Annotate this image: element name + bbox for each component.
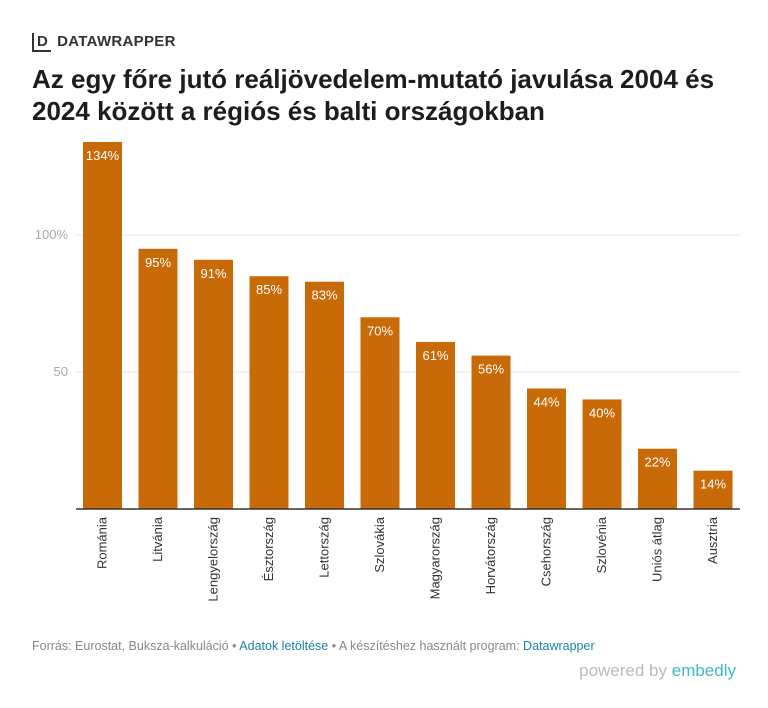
bar (416, 341, 455, 509)
powered-text: powered by (579, 661, 667, 680)
tool-link[interactable]: Datawrapper (523, 639, 595, 653)
bar (83, 142, 122, 509)
bar (527, 388, 566, 509)
separator: • (331, 639, 337, 653)
x-tick-label: Észtország (261, 517, 276, 581)
value-label: 56% (478, 362, 504, 377)
logo-mark: D (32, 33, 52, 52)
value-label: 70% (367, 323, 393, 338)
x-tick-label: Románia (95, 516, 110, 569)
embedly: embedly (671, 661, 736, 680)
x-tick-label: Lettország (317, 517, 332, 578)
chart-title: Az egy főre jutó reáljövedelem-mutató ja… (32, 64, 715, 126)
value-label: 61% (422, 348, 448, 363)
bar (249, 276, 289, 509)
bar (582, 399, 622, 509)
bar (138, 248, 178, 510)
x-tick-label: Litvánia (150, 516, 165, 562)
bar (693, 470, 733, 509)
bar (471, 355, 511, 509)
y-tick-label: 100% (35, 227, 69, 242)
x-tick-label: Csehország (539, 517, 554, 586)
value-label: 14% (700, 477, 726, 492)
bar (194, 259, 233, 509)
value-label: 134% (86, 148, 120, 163)
x-tick-label: Magyarország (428, 517, 443, 599)
made-with: A készítéshez használt program: (338, 639, 520, 653)
x-tick-label: Lengyelország (206, 517, 221, 602)
value-label: 22% (644, 455, 670, 470)
separator: • (232, 639, 237, 653)
download-link[interactable]: Adatok letöltése (239, 639, 329, 653)
value-label: 40% (589, 405, 615, 420)
bar (305, 281, 344, 509)
x-tick-label: Szlovákia (372, 516, 387, 572)
value-label: 85% (256, 282, 282, 297)
value-label: 95% (145, 255, 171, 270)
logo: D DATAWRAPPER (32, 33, 176, 52)
value-label: 83% (311, 288, 337, 303)
value-label: 44% (533, 394, 559, 409)
y-tick-label: 50 (54, 364, 68, 379)
bar (360, 317, 400, 509)
brand: DATAWRAPPER (57, 33, 176, 50)
x-tick-label: Uniós átlag (650, 517, 665, 582)
value-label: 91% (200, 266, 226, 281)
x-tick-label: Ausztria (705, 516, 720, 564)
source: Forrás: Eurostat, Buksza-kalkuláció (32, 639, 229, 653)
footer: Forrás: Eurostat, Buksza-kalkuláció • Ad… (32, 639, 595, 653)
bar (638, 448, 677, 509)
powered-by[interactable]: powered by embedly (579, 661, 736, 681)
x-tick-label: Horvátország (483, 517, 498, 594)
x-tick-label: Szlovénia (594, 516, 609, 573)
